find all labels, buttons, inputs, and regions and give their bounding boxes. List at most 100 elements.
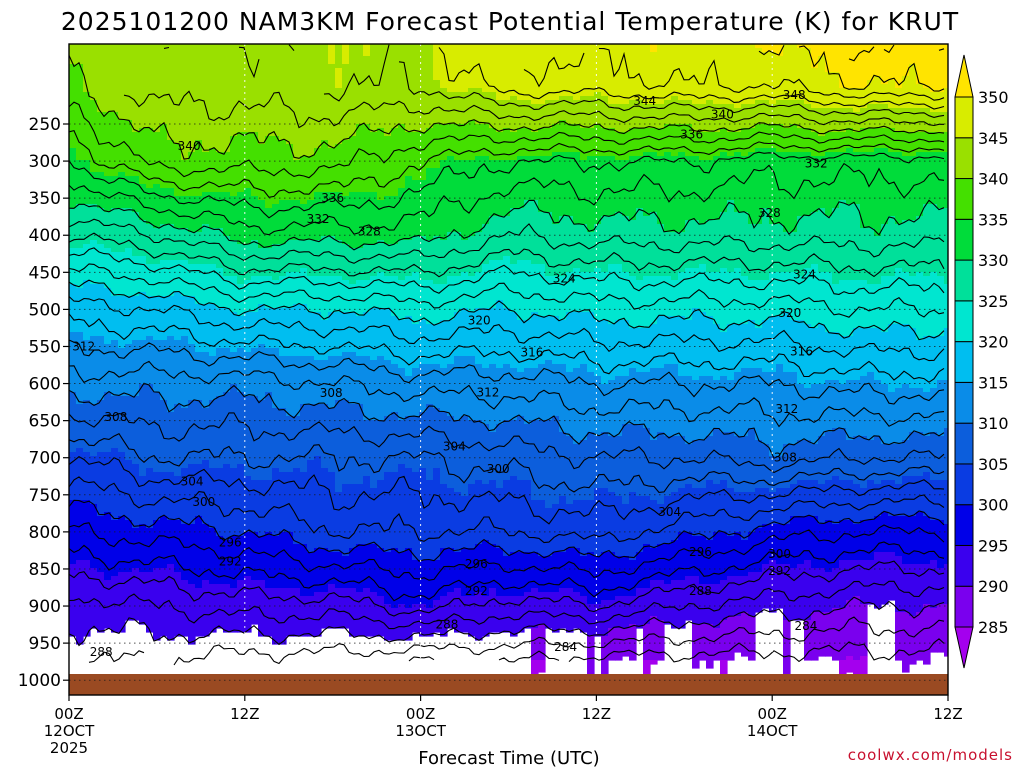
theta-band-cell <box>377 308 385 357</box>
theta-band-cell <box>881 332 889 385</box>
theta-band-cell <box>104 112 112 177</box>
theta-band-cell <box>650 548 658 581</box>
theta-band-cell <box>657 504 665 545</box>
theta-band-cell <box>608 380 616 437</box>
theta-band-cell <box>664 232 672 277</box>
theta-band-cell <box>636 208 644 281</box>
theta-band-cell <box>223 152 231 193</box>
theta-band-cell <box>237 316 245 349</box>
theta-band-cell <box>937 568 945 605</box>
theta-band-cell <box>825 480 833 521</box>
theta-band-cell <box>636 588 644 629</box>
theta-band-cell <box>209 356 217 401</box>
theta-band-cell <box>167 520 175 565</box>
theta-band-cell <box>811 516 819 569</box>
theta-band-cell <box>720 620 728 661</box>
theta-band-cell <box>433 364 441 409</box>
theta-band-cell <box>909 64 917 109</box>
theta-band-cell <box>811 108 819 133</box>
theta-band-cell <box>825 132 833 153</box>
theta-band-cell <box>510 552 518 597</box>
theta-band-cell <box>300 204 308 241</box>
theta-band-cell <box>818 108 826 137</box>
theta-band-cell <box>132 296 140 341</box>
theta-band-cell <box>405 608 413 641</box>
theta-band-cell <box>83 500 91 561</box>
theta-band-cell <box>944 132 948 153</box>
theta-band-cell <box>251 348 259 397</box>
theta-band-cell <box>727 432 735 489</box>
theta-band-cell <box>321 404 329 469</box>
theta-band-cell <box>314 44 322 149</box>
theta-band-cell <box>258 276 266 305</box>
theta-band-cell <box>363 44 371 57</box>
theta-band-cell <box>685 484 693 533</box>
theta-band-cell <box>314 456 322 549</box>
y-tick-label: 1000 <box>18 671 61 691</box>
theta-band-cell <box>433 168 441 237</box>
theta-band-cell <box>489 216 497 261</box>
theta-band-cell <box>881 276 889 333</box>
theta-band-cell <box>587 372 595 433</box>
theta-band-cell <box>720 212 728 269</box>
theta-band-cell <box>566 44 574 97</box>
theta-band-cell <box>587 96 595 129</box>
theta-band-cell <box>468 236 476 277</box>
theta-band-cell <box>755 440 763 489</box>
theta-band-cell <box>832 524 840 569</box>
theta-band-cell <box>664 44 672 101</box>
theta-band-cell <box>552 44 560 101</box>
theta-band-cell <box>594 92 602 125</box>
theta-band-cell <box>657 580 665 621</box>
theta-band-cell <box>433 560 441 601</box>
theta-band-cell <box>846 44 854 89</box>
theta-band-cell <box>258 248 266 277</box>
theta-band-cell <box>90 240 98 285</box>
theta-isoline <box>69 499 945 562</box>
theta-band-cell <box>209 304 217 357</box>
theta-band-cell <box>909 220 917 277</box>
theta-band-cell <box>909 108 917 133</box>
theta-band-cell <box>328 312 336 357</box>
theta-band-cell <box>223 276 231 309</box>
theta-band-cell <box>356 124 364 193</box>
theta-band-cell <box>699 376 707 441</box>
theta-band-cell <box>69 248 77 285</box>
theta-band-cell <box>909 276 917 329</box>
theta-band-cell <box>272 280 280 309</box>
theta-band-cell <box>69 452 77 501</box>
contour-label: 300 <box>192 495 215 509</box>
theta-band-cell <box>363 420 371 477</box>
theta-band-cell <box>881 480 889 513</box>
theta-band-cell <box>461 496 469 549</box>
theta-band-cell <box>125 344 133 397</box>
theta-band-cell <box>111 176 119 209</box>
theta-band-cell <box>657 316 665 369</box>
theta-band-cell <box>195 140 203 197</box>
theta-band-cell <box>174 44 182 145</box>
theta-isoline <box>69 313 945 383</box>
theta-band-cell <box>643 660 651 677</box>
theta-band-cell <box>832 332 840 381</box>
theta-band-cell <box>272 244 280 281</box>
theta-band-cell <box>426 364 434 405</box>
theta-band-cell <box>839 336 847 385</box>
theta-band-cell <box>685 444 693 485</box>
theta-band-cell <box>531 104 539 133</box>
theta-band-cell <box>335 552 343 589</box>
theta-band-cell <box>790 320 798 373</box>
theta-band-cell <box>433 124 441 169</box>
theta-band-cell <box>391 608 399 641</box>
theta-band-cell <box>748 128 756 153</box>
theta-band-cell <box>601 216 609 273</box>
theta-band-cell <box>517 372 525 417</box>
theta-band-cell <box>188 524 196 585</box>
theta-band-cell <box>97 44 105 113</box>
theta-band-cell <box>167 140 175 189</box>
y-tick-label: 650 <box>29 412 61 432</box>
theta-band-cell <box>622 44 630 105</box>
theta-band-cell <box>475 124 483 157</box>
theta-band-cell <box>139 256 147 293</box>
credit-text: coolwx.com/models <box>848 746 1013 764</box>
